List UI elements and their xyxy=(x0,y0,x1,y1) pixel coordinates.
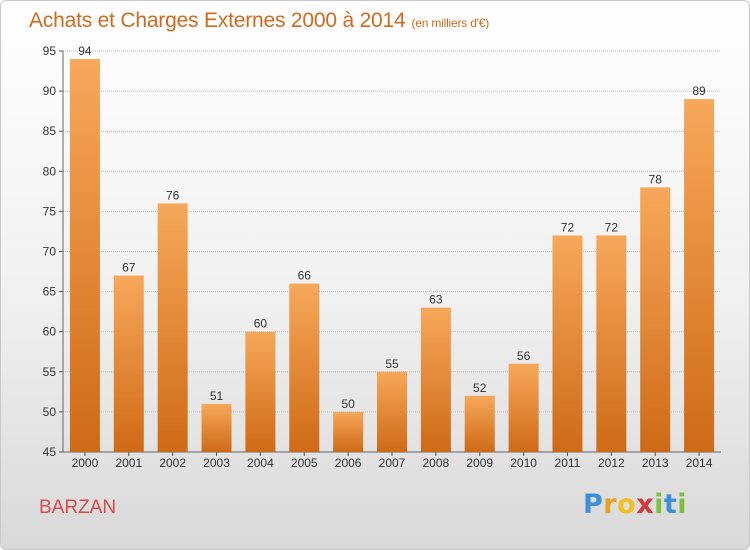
x-tick-label: 2014 xyxy=(686,456,713,470)
y-tick-label: 60 xyxy=(43,325,57,339)
y-tick-label: 45 xyxy=(43,445,57,459)
x-tick-label: 2009 xyxy=(466,456,493,470)
bar-2014 xyxy=(684,99,715,453)
bar-2003 xyxy=(201,403,232,452)
bar-2010 xyxy=(508,363,539,452)
x-tick-label: 2011 xyxy=(555,456,581,470)
bar-2001 xyxy=(113,275,144,452)
chart-title: Achats et Charges Externes 2000 à 2014 (e… xyxy=(29,9,489,33)
bar-2004 xyxy=(245,331,276,452)
logo-letter: r xyxy=(603,489,618,520)
logo-letter: x xyxy=(636,489,655,520)
y-tick-label: 95 xyxy=(43,44,57,58)
y-tick-label: 70 xyxy=(43,245,57,259)
y-tick-label: 75 xyxy=(43,204,57,218)
x-tick-label: 2006 xyxy=(335,456,362,470)
logo-letter: o xyxy=(617,489,637,520)
y-tick-label: 65 xyxy=(43,285,57,299)
y-tick-label: 80 xyxy=(43,164,57,178)
town-name: BARZAN xyxy=(39,497,117,518)
value-label: 52 xyxy=(473,381,487,395)
value-label: 63 xyxy=(429,293,443,307)
logo-letter: i xyxy=(677,489,688,520)
x-tick-label: 2003 xyxy=(203,456,230,470)
y-tick-label: 85 xyxy=(43,124,57,138)
x-tick-label: 2008 xyxy=(423,456,450,470)
value-label: 78 xyxy=(649,172,663,186)
x-tick-label: 2004 xyxy=(247,456,274,470)
y-tick-label: 55 xyxy=(43,365,57,379)
value-label: 94 xyxy=(78,44,92,58)
bar-2000 xyxy=(69,59,100,453)
x-tick-label: 2000 xyxy=(72,456,99,470)
bar-2007 xyxy=(377,371,407,452)
y-tick-label: 50 xyxy=(43,405,57,419)
proxiti-logo[interactable]: Proxiti xyxy=(583,489,687,520)
bar-2002 xyxy=(157,203,188,452)
x-tick-label: 2010 xyxy=(510,456,537,470)
logo-letter: P xyxy=(583,489,604,520)
value-label: 67 xyxy=(122,261,136,275)
bar-2005 xyxy=(289,283,320,452)
value-label: 56 xyxy=(517,349,531,363)
logo-letter: t xyxy=(663,489,678,520)
bar-2008 xyxy=(420,307,451,452)
bar-2011 xyxy=(552,235,583,452)
value-label: 50 xyxy=(341,397,355,411)
value-label: 66 xyxy=(298,269,312,283)
value-label: 72 xyxy=(561,220,575,234)
x-tick-label: 2005 xyxy=(291,456,318,470)
x-tick-label: 2002 xyxy=(159,456,186,470)
chart-title-text: Achats et Charges Externes 2000 à 2014 xyxy=(29,9,406,32)
bar-2006 xyxy=(333,411,364,452)
value-label: 60 xyxy=(254,317,268,331)
x-tick-label: 2007 xyxy=(379,456,406,470)
bar-2009 xyxy=(464,395,495,452)
value-label: 76 xyxy=(166,188,180,202)
x-tick-label: 2012 xyxy=(598,456,625,470)
value-label: 51 xyxy=(210,389,224,403)
value-label: 55 xyxy=(385,357,399,371)
bar-2012 xyxy=(596,235,627,452)
label-layer: 94 2000 67 2001 76 2002 51 2003 60 2004 66 2005 50 20… xyxy=(72,44,713,470)
value-label: 89 xyxy=(692,84,706,98)
bar-layer xyxy=(69,59,715,453)
x-tick-label: 2001 xyxy=(115,456,142,470)
logo-letter: i xyxy=(654,489,664,520)
bar-2013 xyxy=(640,187,671,452)
chart-subtitle: (en milliers d'€) xyxy=(411,16,490,30)
value-label: 72 xyxy=(605,220,619,234)
x-tick-label: 2013 xyxy=(642,456,669,470)
y-tick-label: 90 xyxy=(43,84,57,98)
